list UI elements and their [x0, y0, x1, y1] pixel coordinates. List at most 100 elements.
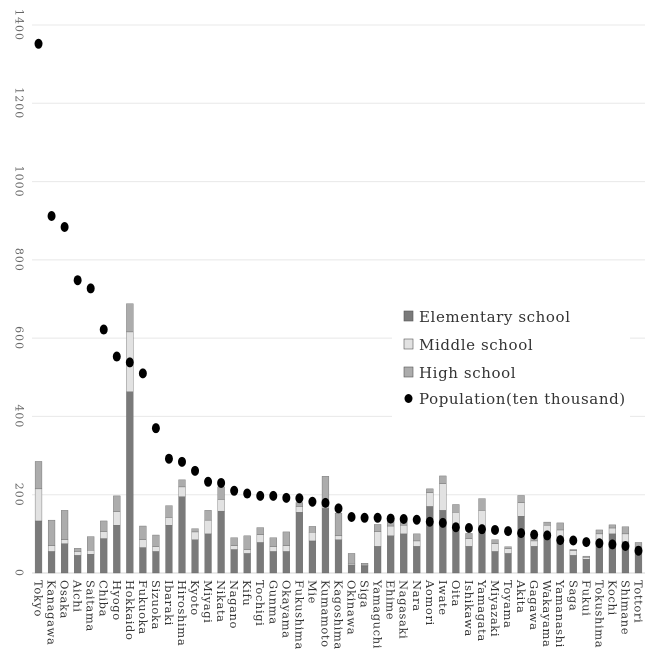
y-tick-label: 800 [13, 248, 26, 272]
bar-middle [413, 540, 421, 547]
bar-middle [426, 492, 434, 507]
population-point [582, 537, 591, 548]
y-axis: 0 200 400 600 800 1000 1200 1400 [13, 9, 26, 577]
bar-middle [295, 506, 303, 513]
bar-elementary [61, 543, 69, 574]
bar-high [87, 536, 95, 551]
x-tick-label: Tottori [631, 580, 645, 623]
bar-elementary [34, 520, 43, 574]
x-tick-label: Akita [514, 579, 528, 613]
bar-elementary [100, 538, 108, 574]
bar-high [191, 528, 199, 533]
y-tick-label: 400 [13, 404, 26, 428]
bar-elementary [74, 555, 82, 574]
x-tick-label: Ishikawa [462, 580, 476, 637]
bar-high [217, 486, 225, 500]
y-tick-label: 600 [13, 326, 26, 350]
bar-high [504, 546, 512, 549]
x-tick-label: Mie [305, 580, 319, 604]
bar-middle [569, 550, 577, 556]
bar-middle [34, 488, 43, 522]
bar-elementary [165, 525, 173, 574]
bar-elementary [334, 539, 343, 574]
population-point [556, 535, 565, 546]
bar-elementary [282, 551, 290, 574]
x-tick-label: Nara [410, 580, 424, 612]
bar-elementary [465, 546, 473, 574]
population-point [112, 351, 121, 362]
population-point [464, 522, 473, 533]
population-point [138, 368, 147, 379]
bar-middle [530, 540, 538, 547]
bar-high [230, 537, 238, 546]
x-tick-label: Aichi [71, 579, 85, 613]
bar-elementary [556, 543, 564, 574]
bar-elementary [321, 508, 330, 574]
x-tick-label: Fukushima [292, 580, 306, 650]
population-point [373, 512, 382, 523]
population-point [621, 540, 630, 551]
bar-high [582, 555, 590, 558]
x-tick-label: Gagawa [527, 580, 541, 631]
population-point [73, 275, 82, 286]
bar-middle [400, 525, 408, 535]
x-tick-label: Fukuoka [136, 580, 150, 635]
bar-high [621, 526, 630, 535]
x-tick-label: Fukui [579, 580, 593, 616]
bar-middle [517, 502, 525, 517]
bar-high [595, 529, 603, 535]
bar-elementary [530, 546, 538, 574]
bar-elementary [517, 516, 525, 574]
bar-elementary [126, 391, 134, 574]
x-tick-label: Kumamoto [318, 580, 332, 648]
bar-elementary [491, 551, 499, 574]
bar-high [47, 519, 56, 546]
bar-high [139, 525, 147, 540]
bar-elementary [243, 553, 251, 574]
x-tick-label: Hiroshima [175, 580, 189, 646]
bar-elementary [178, 496, 186, 574]
population-point [321, 497, 330, 508]
bar-high [543, 521, 551, 526]
x-tick-label: Kifu [240, 580, 254, 606]
bar-middle [61, 539, 69, 544]
gridlines [32, 24, 645, 574]
bar-elementary [452, 525, 460, 574]
bar-high [282, 531, 290, 546]
bar-high [152, 534, 160, 547]
population-point [517, 528, 526, 539]
bar-elementary [400, 533, 408, 574]
population-point [60, 221, 69, 232]
x-tick-label: Tochigi [253, 580, 267, 626]
bar-high [413, 533, 421, 542]
bar-high [360, 563, 369, 566]
population-point [360, 512, 369, 523]
x-tick-label: Okinawa [345, 580, 359, 635]
bar-middle [100, 531, 108, 539]
bar-high [74, 548, 82, 552]
bar-middle [204, 519, 212, 535]
population-point [491, 524, 500, 535]
x-tick-label: Siga [358, 580, 372, 608]
bar-high [178, 479, 186, 488]
population-point [399, 513, 408, 524]
population-point [99, 324, 108, 335]
bar-middle [282, 545, 290, 552]
bar-middle [230, 545, 238, 550]
bar-elementary [413, 546, 421, 574]
bar-elementary [191, 539, 199, 574]
bar-elementary [308, 540, 317, 574]
legend-marker-population [404, 394, 413, 403]
population-point [256, 490, 265, 501]
population-point [34, 38, 43, 49]
bar-elementary [426, 506, 434, 574]
x-tick-label: Gunma [266, 580, 280, 625]
bar-middle [439, 483, 447, 511]
bar-middle [387, 525, 395, 537]
population-point [243, 488, 252, 499]
population-point [386, 513, 395, 524]
x-tick-label: Chiba [97, 580, 111, 617]
population-point [125, 357, 134, 368]
bar-middle [269, 546, 277, 552]
